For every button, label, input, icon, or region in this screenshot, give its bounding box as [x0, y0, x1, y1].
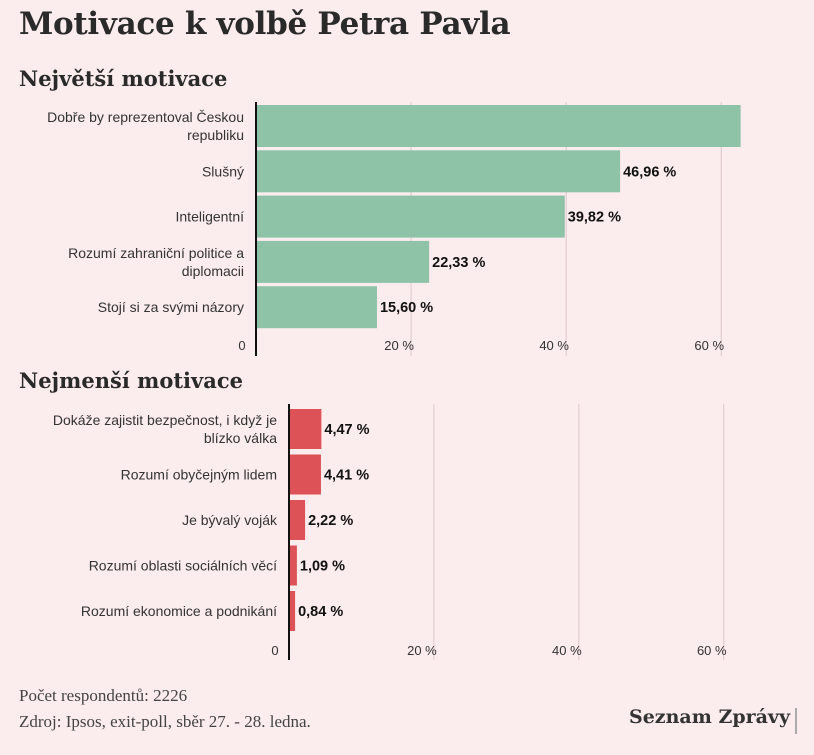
top-section-title: Největší motivace	[19, 66, 228, 91]
value-label: 4,47 %	[324, 422, 369, 438]
x-tick-label: 40 %	[552, 643, 582, 658]
category-label: diplomacii	[182, 263, 244, 279]
x-tick-label: 20 %	[384, 338, 414, 353]
x-tick-label: 40 %	[539, 338, 569, 353]
brand-logo: Seznam Zprávy	[629, 706, 790, 728]
value-label: 22,33 %	[432, 255, 485, 271]
value-label: 4,41 %	[324, 468, 369, 484]
category-label: Rozumí zahraniční politice a	[68, 245, 244, 261]
x-tick-label: 0	[238, 338, 245, 353]
category-label: Inteligentní	[176, 209, 245, 225]
value-label: 39,82 %	[568, 210, 621, 226]
category-label: Dokáže zajistit bezpečnost, i když je	[53, 412, 277, 428]
x-tick-label: 60 %	[694, 338, 724, 353]
bar	[289, 409, 322, 449]
category-label: Rozumí obyčejným lidem	[121, 467, 277, 483]
bar	[289, 500, 306, 540]
bar	[256, 150, 621, 193]
bottom-section-title: Nejmenší motivace	[19, 368, 243, 393]
bar	[256, 195, 565, 238]
source-note: Zdroj: Ipsos, exit-poll, sběr 27. - 28. …	[19, 712, 311, 731]
bar	[256, 286, 377, 329]
category-label: Stojí si za svými názory	[98, 299, 244, 315]
category-label: Je bývalý voják	[182, 512, 278, 528]
value-label: 1,09 %	[300, 559, 345, 575]
category-label: republiku	[187, 127, 244, 143]
value-label: 15,60 %	[380, 300, 433, 316]
x-tick-label: 60 %	[697, 643, 727, 658]
category-label: blízko válka	[204, 430, 277, 446]
respondents-note: Počet respondentů: 2226	[19, 686, 188, 705]
value-label: 46,96 %	[623, 164, 676, 180]
value-label: 2,22 %	[308, 513, 353, 529]
bottom-motivation-chart: 0 20 % 40 % 60 % Dokáže zajistit bezpečnost,…	[53, 404, 727, 660]
x-tick-label: 0	[271, 643, 278, 658]
top-motivation-chart: 0 20 % 40 % 60 % Dobře by reprezentoval Česk…	[47, 102, 741, 356]
bar	[256, 105, 741, 147]
category-label: Rozumí ekonomice a podnikání	[81, 603, 277, 619]
x-tick-label: 20 %	[407, 643, 437, 658]
bar	[289, 591, 296, 631]
value-label: 0,84 %	[298, 604, 343, 620]
bar	[256, 240, 430, 283]
brand-divider	[795, 708, 797, 734]
chart-title: Motivace k volbě Petra Pavla	[19, 6, 511, 42]
category-label: Dobře by reprezentoval Českou	[47, 109, 244, 125]
bar	[289, 545, 297, 586]
bar	[289, 454, 321, 495]
category-label: Slušný	[202, 163, 244, 179]
category-label: Rozumí oblasti sociálních věcí	[89, 558, 277, 574]
